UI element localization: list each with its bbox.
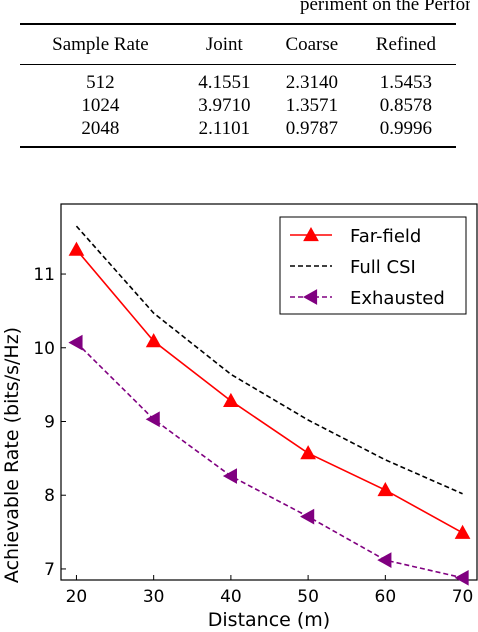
x-axis-label: Distance (m) [208, 609, 330, 631]
x-tick-label: 50 [297, 587, 319, 607]
table-cell: 1.3571 [285, 95, 338, 116]
y-tick-label: 10 [33, 339, 55, 359]
table-cell: 2.3140 [285, 72, 338, 93]
legend-label: Full CSI [350, 257, 416, 278]
table-row: 2048 2.1101 0.9787 0.9996 [20, 117, 456, 148]
data-point [223, 392, 239, 407]
table-cell: 3.9710 [198, 95, 251, 116]
table-cell: 2048 [20, 117, 181, 148]
data-point [377, 482, 394, 497]
data-point [68, 241, 85, 256]
legend-label: Far-field [350, 226, 421, 247]
data-point [377, 552, 392, 568]
series-line-far-field [75, 249, 463, 534]
table-cell: 0.9787 [267, 117, 356, 148]
legend-label: Exhausted [350, 288, 445, 309]
plot-layer: 20 30 40 50 60 70 7 8 9 10 11 Far-field Full CSI Exha… [33, 203, 478, 607]
y-axis-label: Achievable Rate (bits/s/Hz) [1, 327, 23, 583]
header-sample-rate: Sample Rate [20, 23, 181, 65]
data-point [145, 333, 162, 348]
x-tick-label: 30 [143, 587, 165, 607]
results-table: Sample Rate Joint Coarse Refined 512 4.1… [20, 23, 456, 148]
table-cell: 2.1101 [180, 117, 268, 148]
data-point [300, 508, 315, 525]
data-point [222, 468, 237, 484]
x-tick-label: 70 [452, 587, 474, 607]
header-refined: Refined [355, 23, 456, 65]
y-tick-label: 9 [44, 412, 55, 432]
header-coarse: Coarse [267, 23, 356, 65]
table-cell: 0.9996 [355, 117, 456, 148]
header-joint: Joint [180, 23, 268, 65]
table-row: 512 4.1551 2.3140 1.5453 [20, 65, 456, 95]
x-tick-label: 60 [375, 587, 397, 607]
y-tick-label: 8 [44, 486, 55, 506]
achievable-rate-chart: 20 30 40 50 60 70 7 8 9 10 11 Far-field Full CSI Exha… [1, 203, 478, 631]
table-cell: 0.8578 [379, 95, 432, 116]
legend-marker [303, 226, 319, 242]
y-tick-label: 7 [44, 560, 55, 580]
x-tick-label: 40 [220, 587, 242, 607]
table-cell: 4.1551 [198, 72, 251, 93]
table-row: 1024 3.9710 1.3571 0.8578 [20, 94, 456, 117]
series-line-exhausted [75, 342, 463, 579]
y-tick-label: 11 [33, 265, 55, 285]
plot-frame [60, 203, 478, 581]
data-point [300, 445, 316, 460]
table-cell: 1024 [81, 95, 120, 116]
data-point [454, 524, 471, 539]
data-point [454, 569, 469, 586]
data-point [145, 411, 160, 428]
data-point [68, 334, 83, 351]
table-cell: 1.5453 [379, 72, 432, 93]
x-tick-label: 20 [66, 587, 88, 607]
series-line-full-csi [75, 225, 463, 495]
table-header-row: Sample Rate Joint Coarse Refined [20, 23, 456, 65]
table-cell: 512 [86, 72, 115, 93]
legend-marker [302, 289, 318, 305]
clipped-caption: periment on the Performance with Differe… [300, 0, 470, 15]
